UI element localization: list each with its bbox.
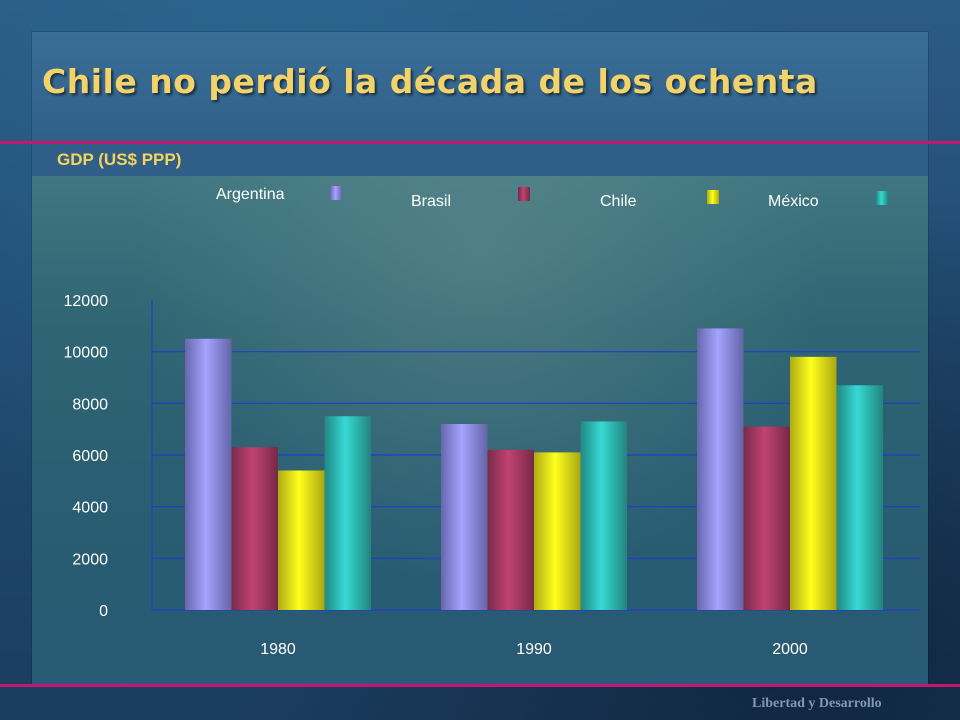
bar-brasil-2000 — [743, 426, 790, 610]
legend-swatch-brasil — [518, 187, 530, 201]
slide-title: Chile no perdió la década de los ochenta — [42, 62, 818, 101]
y-tick-label: 6000 — [72, 448, 108, 465]
x-tick-label: 1990 — [516, 641, 552, 658]
bar-brasil-1990 — [487, 449, 534, 610]
bottom-divider — [0, 684, 960, 687]
y-tick-label: 8000 — [72, 396, 108, 413]
legend-swatch-méxico — [876, 191, 888, 205]
title-divider — [0, 141, 960, 144]
bar-chile-1990 — [534, 452, 581, 610]
y-tick-label: 2000 — [72, 551, 108, 568]
legend-label-méxico: México — [768, 193, 819, 210]
bar-chile-1980 — [278, 470, 325, 610]
legend-swatch-chile — [707, 190, 719, 204]
legend-swatch-argentina — [330, 186, 342, 200]
y-tick-label: 0 — [99, 603, 108, 620]
footer-logo: Libertad y Desarrollo — [752, 696, 882, 711]
bar-argentina-1980 — [185, 338, 232, 610]
legend-label-brasil: Brasil — [411, 193, 451, 210]
chart-subtitle: GDP (US$ PPP) — [57, 150, 182, 169]
y-tick-label: 4000 — [72, 500, 108, 517]
axis-labels: 0 2000 4000 6000 8000 10000 12000 1980 1990 2000 — [64, 293, 808, 658]
x-tick-label: 1980 — [260, 641, 296, 658]
y-tick-label: 10000 — [64, 345, 109, 362]
bar-argentina-2000 — [697, 328, 744, 610]
bar-argentina-1990 — [441, 424, 488, 610]
bar-chile-2000 — [790, 356, 837, 610]
bars — [185, 328, 883, 610]
x-tick-label: 2000 — [772, 641, 808, 658]
legend-label-chile: Chile — [600, 193, 637, 210]
bar-méxico-1980 — [324, 416, 371, 610]
bar-brasil-1980 — [231, 447, 278, 610]
legend: Argentina Brasil Chile México — [216, 186, 888, 210]
bar-méxico-2000 — [836, 385, 883, 610]
y-tick-label: 12000 — [64, 293, 109, 310]
legend-label-argentina: Argentina — [216, 186, 285, 203]
bar-méxico-1990 — [580, 421, 627, 610]
